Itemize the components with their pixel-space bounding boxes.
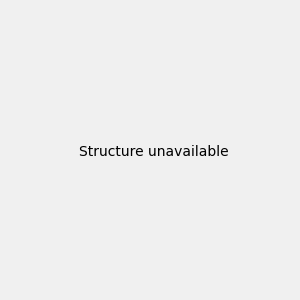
Text: Structure unavailable: Structure unavailable <box>79 145 229 158</box>
